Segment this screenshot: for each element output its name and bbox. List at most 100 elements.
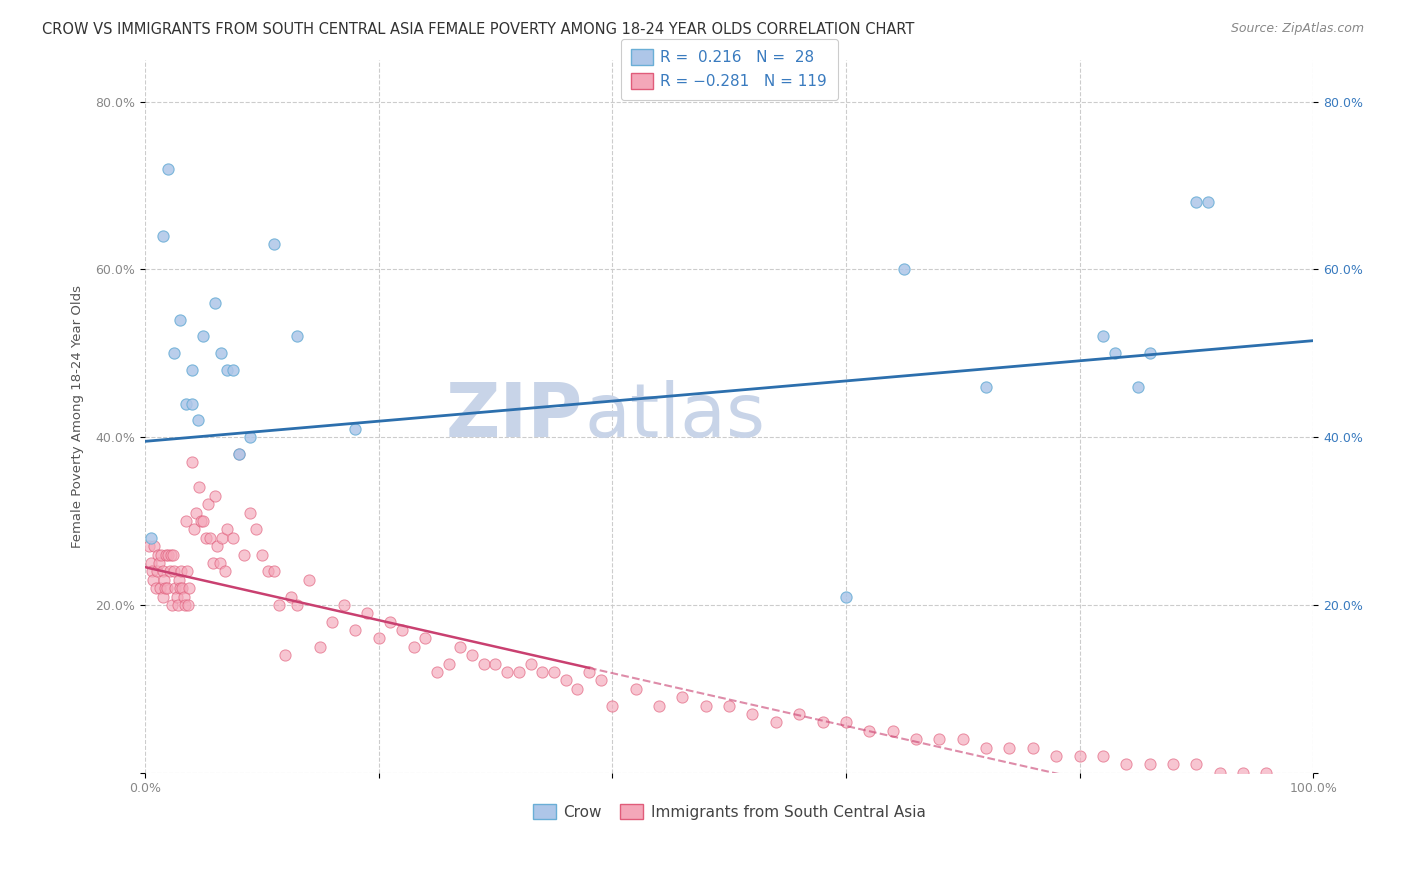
- Point: [600, 698, 623, 713]
- Point: [1185, 195, 1208, 210]
- Point: [139, 531, 162, 545]
- Point: [208, 556, 231, 570]
- Point: [437, 657, 460, 671]
- Point: [150, 548, 173, 562]
- Point: [214, 565, 236, 579]
- Text: Source: ZipAtlas.com: Source: ZipAtlas.com: [1230, 22, 1364, 36]
- Point: [1139, 757, 1161, 772]
- Point: [882, 723, 904, 738]
- Point: [166, 590, 188, 604]
- Point: [648, 698, 671, 713]
- Point: [1209, 765, 1232, 780]
- Point: [787, 706, 810, 721]
- Point: [263, 237, 285, 252]
- Point: [157, 548, 180, 562]
- Text: CROW VS IMMIGRANTS FROM SOUTH CENTRAL ASIA FEMALE POVERTY AMONG 18-24 YEAR OLDS : CROW VS IMMIGRANTS FROM SOUTH CENTRAL AS…: [42, 22, 914, 37]
- Point: [461, 648, 484, 663]
- Point: [1232, 765, 1254, 780]
- Point: [183, 523, 205, 537]
- Point: [239, 506, 262, 520]
- Point: [152, 228, 174, 243]
- Point: [578, 665, 600, 679]
- Point: [554, 673, 576, 688]
- Point: [201, 556, 224, 570]
- Point: [1126, 380, 1149, 394]
- Point: [159, 565, 181, 579]
- Point: [765, 715, 787, 730]
- Point: [344, 422, 367, 436]
- Point: [380, 615, 402, 629]
- Point: [263, 565, 285, 579]
- Point: [1185, 757, 1208, 772]
- Point: [177, 598, 200, 612]
- Point: [567, 681, 589, 696]
- Point: [356, 607, 378, 621]
- Point: [344, 623, 367, 637]
- Point: [207, 539, 229, 553]
- Point: [426, 665, 449, 679]
- Point: [156, 581, 179, 595]
- Point: [695, 698, 717, 713]
- Point: [194, 531, 217, 545]
- Point: [1091, 748, 1114, 763]
- Point: [163, 346, 186, 360]
- Point: [250, 548, 273, 562]
- Point: [149, 581, 172, 595]
- Point: [163, 565, 186, 579]
- Point: [166, 598, 188, 612]
- Point: [139, 556, 162, 570]
- Point: [472, 657, 495, 671]
- Point: [170, 565, 193, 579]
- Point: [624, 681, 647, 696]
- Point: [496, 665, 519, 679]
- Point: [280, 590, 302, 604]
- Y-axis label: Female Poverty Among 18-24 Year Olds: Female Poverty Among 18-24 Year Olds: [72, 285, 84, 548]
- Point: [145, 581, 167, 595]
- Legend: Crow, Immigrants from South Central Asia: Crow, Immigrants from South Central Asia: [527, 797, 932, 826]
- Point: [228, 447, 250, 461]
- Point: [193, 329, 215, 343]
- Point: [228, 447, 250, 461]
- Point: [165, 581, 187, 595]
- Point: [269, 598, 291, 612]
- Point: [138, 539, 160, 553]
- Point: [187, 481, 209, 495]
- Point: [893, 262, 915, 277]
- Point: [519, 657, 541, 671]
- Point: [152, 573, 174, 587]
- Point: [211, 531, 233, 545]
- Point: [1104, 346, 1126, 360]
- Point: [245, 523, 267, 537]
- Point: [146, 548, 169, 562]
- Point: [174, 396, 197, 410]
- Point: [160, 598, 183, 612]
- Point: [274, 648, 297, 663]
- Point: [1256, 765, 1278, 780]
- Point: [1091, 329, 1114, 343]
- Point: [835, 590, 858, 604]
- Point: [309, 640, 332, 654]
- Point: [449, 640, 471, 654]
- Point: [741, 706, 763, 721]
- Point: [155, 548, 177, 562]
- Point: [543, 665, 565, 679]
- Point: [169, 312, 191, 326]
- Point: [143, 539, 166, 553]
- Point: [172, 581, 194, 595]
- Point: [186, 506, 208, 520]
- Point: [221, 363, 243, 377]
- Point: [718, 698, 741, 713]
- Point: [152, 590, 174, 604]
- Point: [141, 565, 163, 579]
- Point: [173, 598, 195, 612]
- Text: atlas: atlas: [585, 380, 765, 452]
- Point: [508, 665, 530, 679]
- Point: [1045, 748, 1067, 763]
- Point: [589, 673, 612, 688]
- Point: [152, 565, 174, 579]
- Point: [484, 657, 506, 671]
- Point: [1069, 748, 1091, 763]
- Point: [974, 740, 997, 755]
- Point: [835, 715, 858, 730]
- Point: [1115, 757, 1137, 772]
